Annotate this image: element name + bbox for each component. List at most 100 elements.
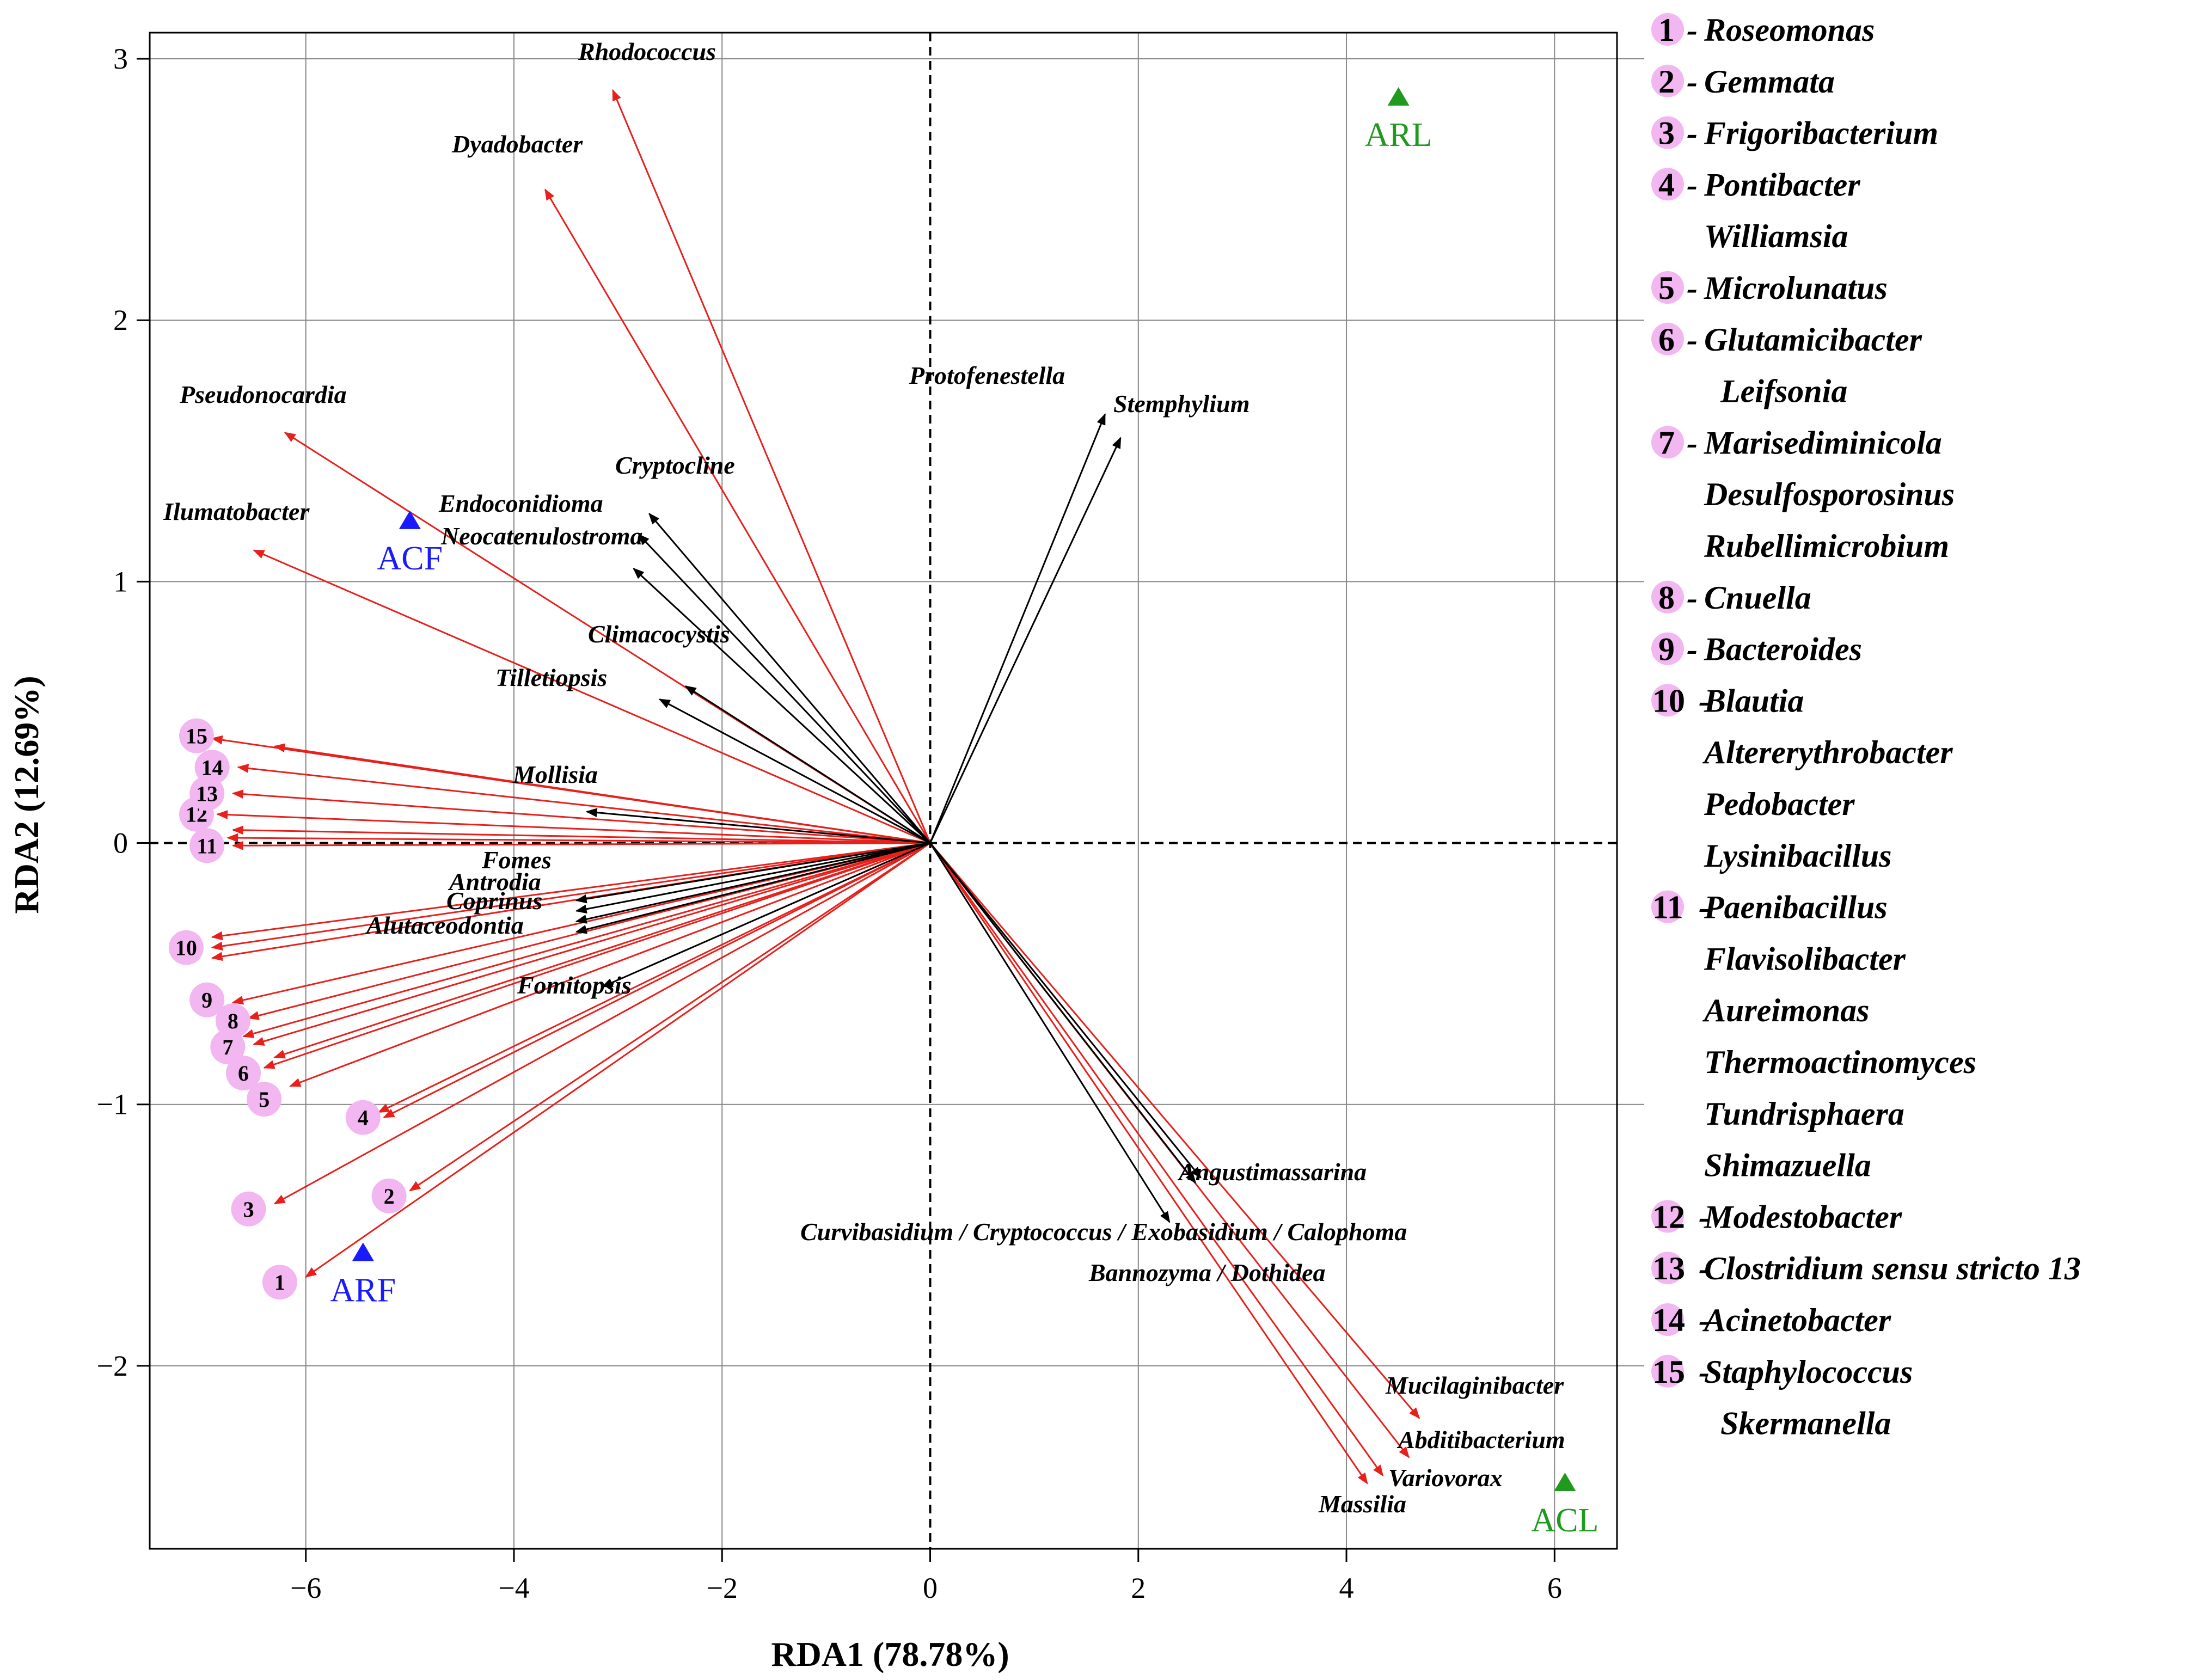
legend-number: 4: [1658, 167, 1675, 203]
fungi-label: Endoconidioma: [438, 489, 603, 517]
legend-number: 8: [1658, 580, 1675, 616]
legend-dash: -: [1687, 322, 1698, 358]
numbered-point-marker: [215, 1003, 250, 1039]
fungi-vector-arrow: [929, 437, 1122, 844]
legend-name: Lysinibacillus: [1704, 838, 1891, 874]
numbered-vector-arrow: [216, 810, 930, 844]
bacteria-label: Abditibacterium: [1396, 1426, 1565, 1454]
legend-number: 3: [1658, 115, 1675, 151]
numbered-point-label: 2: [384, 1184, 395, 1209]
numbered-point-label: 5: [259, 1087, 270, 1112]
legend-name: Modestobacter: [1704, 1199, 1902, 1235]
legend-name: Flavisolibacter: [1704, 941, 1906, 977]
fungi-vector-arrow: [648, 512, 931, 844]
fungi-vector-arrow: [575, 842, 930, 924]
legend-dash: -: [1687, 425, 1698, 461]
legend-name: Microlunatus: [1704, 270, 1888, 306]
numbered-point-label: 14: [201, 755, 223, 780]
numbered-point-label: 11: [197, 833, 217, 858]
grid-lines: [150, 33, 1644, 1549]
fungi-vector-arrow: [585, 808, 930, 844]
legend-dash: -: [1699, 890, 1710, 925]
numbered-point-marker: [168, 930, 204, 965]
numbered-point-label: 8: [228, 1009, 238, 1033]
zero-lines: [150, 33, 1617, 1549]
fungi-vector-arrow: [601, 842, 931, 988]
numbered-point-marker: [194, 750, 230, 785]
numbered-point-marker: [247, 1082, 282, 1117]
legend-marker: [1651, 1200, 1684, 1233]
legend-marker: [1651, 322, 1684, 355]
bacteria-vector-arrow: [929, 842, 1420, 1419]
numbered-point-marker: [231, 1191, 266, 1227]
site-marker-triangle: [352, 1242, 374, 1261]
bacteria-vector-arrow: [253, 549, 931, 844]
y-tick-label: 3: [113, 42, 128, 75]
legend-marker: [1651, 64, 1684, 97]
numbered-vector-arrow: [211, 842, 930, 951]
y-axis-title: RDA2 (12.69%): [7, 676, 46, 913]
numbered-vector-arrow: [289, 842, 931, 1087]
legend-name: Roseomonas: [1704, 12, 1875, 48]
legend-name: Staphylococcus: [1704, 1354, 1913, 1390]
x-tick-label: 0: [923, 1572, 938, 1604]
numbered-point-marker: [189, 982, 225, 1017]
numbered-point-marker: [226, 1056, 261, 1091]
y-tick-label: 2: [113, 304, 128, 336]
legend-dash: -: [1699, 683, 1710, 719]
legend-name: Marisediminicola: [1704, 425, 1942, 461]
numbered-point-label: 15: [186, 724, 207, 749]
site-label: ACL: [1531, 1502, 1598, 1539]
y-tick-label: 0: [113, 827, 128, 860]
y-axis-ticks: −2 −1 0 1 2 3: [97, 42, 150, 1382]
numbered-vector-arrow: [304, 842, 931, 1278]
fungi-label: Antrodia: [448, 868, 541, 896]
fungi-label: Mollisia: [512, 761, 598, 788]
legend-name: Thermoactinomyces: [1704, 1044, 1976, 1080]
numbered-point-label: 1: [274, 1270, 285, 1295]
legend-number: 14: [1652, 1302, 1685, 1338]
fungi-label: Fomitopsis: [517, 971, 632, 999]
numbered-vector-arrow: [242, 842, 930, 1038]
numbered-point-marker: [179, 718, 215, 753]
legend-name: Rubellimicrobium: [1704, 528, 1949, 564]
fungi-label: Stemphylium: [1113, 390, 1250, 418]
fungi-label: Neocatenulostroma: [440, 522, 643, 550]
numbered-vector-arrow: [237, 763, 930, 844]
fungi-vector-arrow: [638, 534, 931, 844]
legend-name: Pedobacter: [1704, 786, 1855, 822]
legend-marker: [1651, 580, 1684, 614]
fungi-vector-arrow: [633, 567, 931, 844]
fungi-vector-arrow: [575, 842, 930, 904]
y-tick-label: 1: [113, 565, 128, 598]
fungi-vector-arrow: [575, 842, 930, 934]
x-tick-label: 4: [1339, 1572, 1354, 1604]
x-axis-title: RDA1 (78.78%): [771, 1635, 1009, 1673]
numbered-point-marker: [345, 1100, 381, 1135]
legend-marker: [1651, 13, 1684, 46]
site-marker-triangle: [1387, 87, 1410, 106]
legend-dash: -: [1687, 115, 1698, 151]
numbered-vector-arrow: [211, 842, 930, 941]
taxon-labels: Protofenestella Stemphylium Cryptocline End…: [163, 38, 1565, 1518]
fungi-label: Cryptocline: [615, 451, 735, 479]
numbered-vector-arrow: [273, 743, 930, 844]
numbered-vector-arrow: [383, 842, 931, 1119]
x-tick-label: −4: [498, 1572, 529, 1604]
legend-name: Tundrisphaera: [1704, 1096, 1904, 1132]
numbered-vector-arrow: [231, 841, 930, 850]
legend-marker: [1651, 1354, 1684, 1388]
fungi-label: Coprinus: [446, 887, 542, 915]
numbered-point-label: 3: [243, 1197, 254, 1222]
legend-dash: -: [1687, 270, 1698, 306]
legend-name: Paenibacillus: [1704, 890, 1888, 925]
legend-number: 6: [1658, 322, 1675, 358]
fungi-vector-arrow: [929, 842, 1197, 1184]
legend-marker: [1651, 271, 1684, 304]
x-tick-label: 6: [1547, 1572, 1562, 1604]
numbered-vector-arrow: [231, 825, 930, 844]
legend-name: Desulfosporosinus: [1704, 476, 1955, 512]
numbered-point-label: 4: [358, 1106, 369, 1130]
legend-number: 1: [1658, 12, 1675, 48]
